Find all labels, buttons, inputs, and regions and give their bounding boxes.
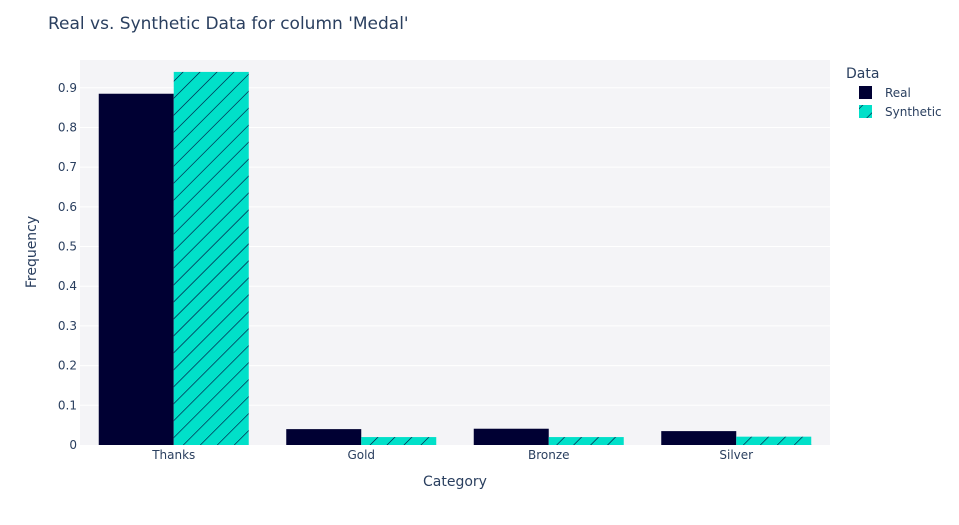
y-tick-label: 0 (69, 438, 77, 452)
legend-title: Data (846, 66, 879, 82)
bar-synthetic-thanks[interactable] (173, 71, 249, 445)
y-tick-label: 0.9 (58, 81, 77, 95)
legend-swatch-synthetic[interactable] (859, 105, 872, 118)
y-tick-label: 0.2 (58, 359, 77, 373)
legend-label-synthetic[interactable]: Synthetic (885, 105, 942, 119)
chart-title: Real vs. Synthetic Data for column 'Meda… (48, 14, 409, 34)
bar-real-thanks[interactable] (98, 93, 174, 445)
x-axis-ticks: Thanks Gold Bronze Silver (151, 448, 753, 462)
y-tick-label: 0.4 (58, 279, 77, 293)
x-tick-label: Thanks (151, 448, 195, 462)
x-tick-label: Gold (347, 448, 375, 462)
bar-real-silver[interactable] (661, 431, 737, 445)
y-tick-label: 0.8 (58, 120, 77, 134)
y-tick-label: 0.1 (58, 398, 77, 412)
y-axis-title: Frequency (24, 216, 40, 288)
y-tick-label: 0.3 (58, 319, 77, 333)
legend-items[interactable]: Real Synthetic (859, 86, 942, 119)
bar-real-bronze[interactable] (473, 428, 549, 445)
bar-synthetic-bronze[interactable] (548, 437, 624, 445)
x-axis-title: Category (423, 474, 487, 490)
bar-real-gold[interactable] (286, 429, 362, 445)
x-tick-label: Bronze (528, 448, 570, 462)
x-tick-label: Silver (719, 448, 753, 462)
y-tick-label: 0.5 (58, 240, 77, 254)
y-tick-label: 0.6 (58, 200, 77, 214)
bars (98, 71, 812, 445)
y-tick-label: 0.7 (58, 160, 77, 174)
legend-swatch-real[interactable] (859, 86, 872, 99)
y-axis-ticks: 0 0.1 0.2 0.3 0.4 0.5 0.6 0.7 0.8 0.9 (58, 81, 77, 452)
bar-synthetic-gold[interactable] (361, 437, 437, 445)
legend[interactable]: Data Real Synthetic (846, 66, 942, 119)
bar-synthetic-silver[interactable] (736, 436, 812, 445)
legend-label-real[interactable]: Real (885, 86, 911, 100)
